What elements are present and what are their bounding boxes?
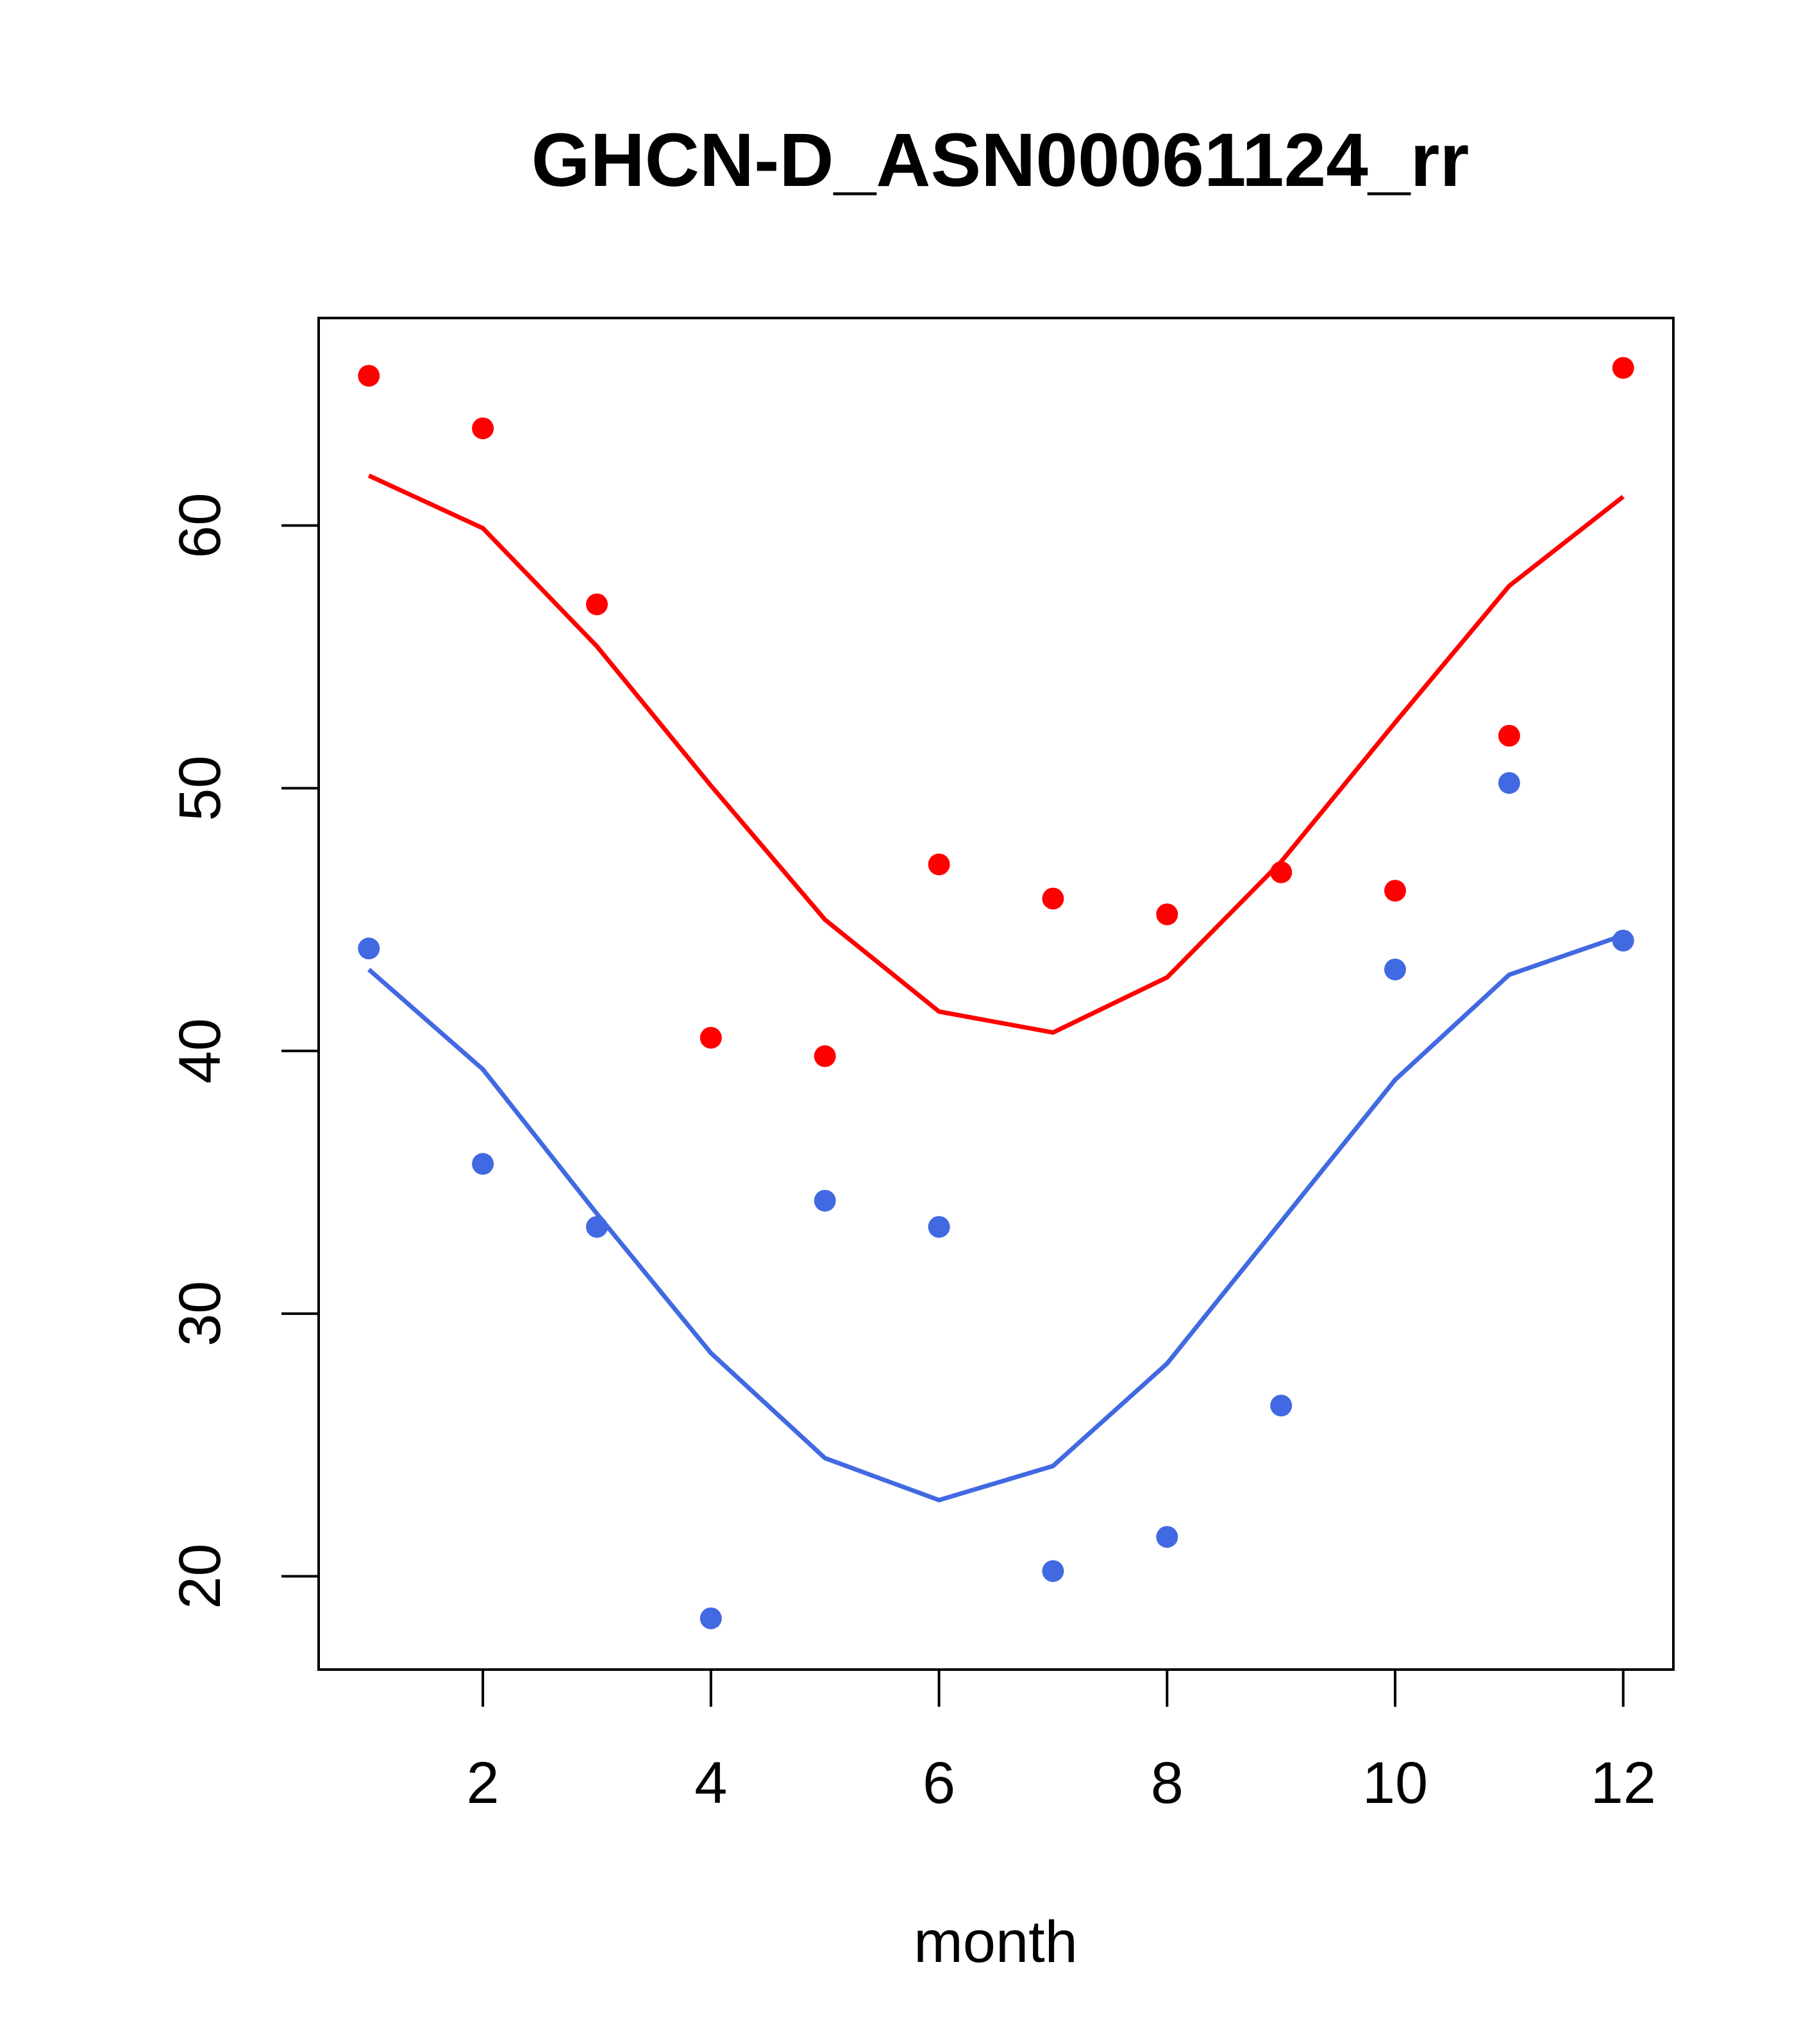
- x-tick-label: 12: [1591, 1750, 1656, 1816]
- y-tick-label: 20: [167, 1543, 233, 1609]
- series-2-point: [928, 1216, 950, 1238]
- series-2-line: [367, 933, 1624, 1503]
- series-1-point: [928, 853, 950, 876]
- x-axis: 2 4 6 8 10 12: [467, 1668, 1656, 1816]
- y-axis: 20 30 40 50 60: [167, 493, 320, 1609]
- series-2-point: [1612, 930, 1634, 951]
- series-1-point: [1270, 861, 1293, 884]
- chart-title: GHCN-D_ASN00061124_rr: [532, 118, 1470, 203]
- series-1-point: [814, 1045, 836, 1068]
- plot-frame: [317, 317, 1675, 1671]
- series-1-point: [1156, 903, 1178, 926]
- series-2-point: [814, 1189, 836, 1212]
- y-tick-label: 60: [167, 493, 233, 558]
- series-2-point: [1156, 1526, 1178, 1548]
- series-2-point: [358, 937, 380, 960]
- y-tick-label: 30: [167, 1281, 233, 1346]
- series-1-point: [1498, 725, 1520, 747]
- x-axis-label: month: [914, 1909, 1078, 1975]
- x-tick-label: 10: [1362, 1750, 1428, 1816]
- series-2-point: [1498, 772, 1520, 794]
- series-1-point: [699, 1026, 722, 1049]
- x-tick-label: 8: [1151, 1750, 1184, 1816]
- series-1-point: [472, 417, 494, 440]
- series-2-point: [1270, 1395, 1293, 1417]
- series-2-point: [1384, 959, 1406, 981]
- series-2-point: [472, 1153, 494, 1175]
- x-tick-label: 6: [923, 1750, 955, 1816]
- series-1-point: [586, 593, 608, 616]
- x-tick-label: 2: [467, 1750, 499, 1816]
- series-1-point: [358, 365, 380, 387]
- series-2-point: [586, 1216, 608, 1238]
- series-2-point: [699, 1607, 722, 1630]
- series-1-point: [1384, 880, 1406, 902]
- series-1-point: [1042, 887, 1064, 910]
- series-1-point: [1612, 356, 1634, 379]
- y-tick-label: 40: [167, 1018, 233, 1084]
- x-tick-label: 4: [694, 1750, 727, 1816]
- series-2-point: [1042, 1560, 1064, 1582]
- series-1-line: [367, 473, 1625, 1035]
- plot-area: [358, 356, 1634, 1630]
- y-tick-label: 50: [167, 755, 233, 821]
